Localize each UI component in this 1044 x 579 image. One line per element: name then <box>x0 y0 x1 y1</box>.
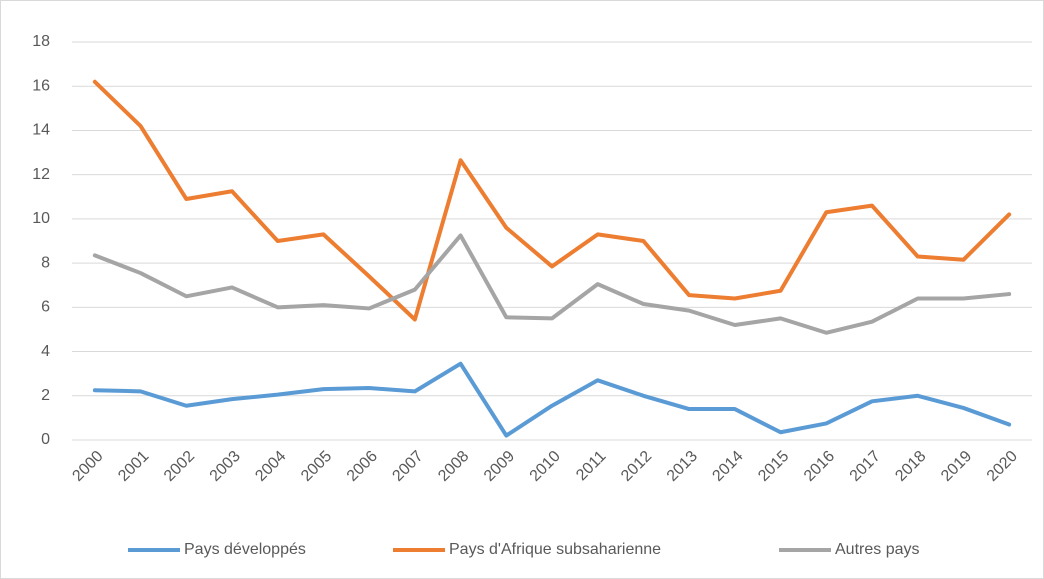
series-line <box>92 233 1012 335</box>
y-tick-label: 2 <box>41 387 50 404</box>
series-line <box>92 79 1012 322</box>
legend-label: Autres pays <box>835 541 919 558</box>
y-tick-label: 4 <box>41 343 50 360</box>
series-line <box>92 361 1012 438</box>
y-tick-label: 6 <box>41 299 50 316</box>
y-tick-label: 12 <box>32 166 50 183</box>
y-tick-label: 18 <box>32 33 50 50</box>
y-tick-label: 10 <box>32 210 50 227</box>
legend-label: Pays développés <box>184 541 306 558</box>
y-tick-label: 0 <box>41 431 50 448</box>
legend-label: Pays d'Afrique subsaharienne <box>449 541 661 558</box>
y-tick-label: 8 <box>41 254 50 271</box>
y-tick-label: 14 <box>32 122 50 139</box>
y-tick-label: 16 <box>32 77 50 94</box>
